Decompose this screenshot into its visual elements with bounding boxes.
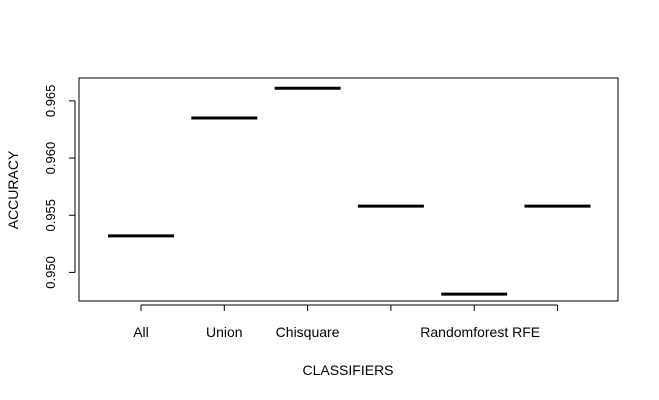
y-axis: 0.950 0.955 0.960 0.965	[43, 85, 76, 289]
x-tick-label: Randomforest RFE	[420, 324, 540, 340]
x-tick-label: Union	[206, 324, 243, 340]
y-tick-label: 0.965	[43, 85, 58, 118]
y-axis-title: ACCURACY	[5, 150, 21, 229]
x-axis: All Union Chisquare Randomforest RFE	[133, 304, 558, 340]
x-axis-title: CLASSIFIERS	[302, 362, 393, 378]
y-tick-label: 0.950	[43, 256, 58, 289]
x-tick-label: Chisquare	[276, 324, 340, 340]
x-tick-label: All	[133, 324, 149, 340]
y-tick-label: 0.955	[43, 199, 58, 232]
median-lines	[108, 86, 591, 296]
plot-frame	[78, 77, 619, 302]
y-tick-label: 0.960	[43, 142, 58, 175]
